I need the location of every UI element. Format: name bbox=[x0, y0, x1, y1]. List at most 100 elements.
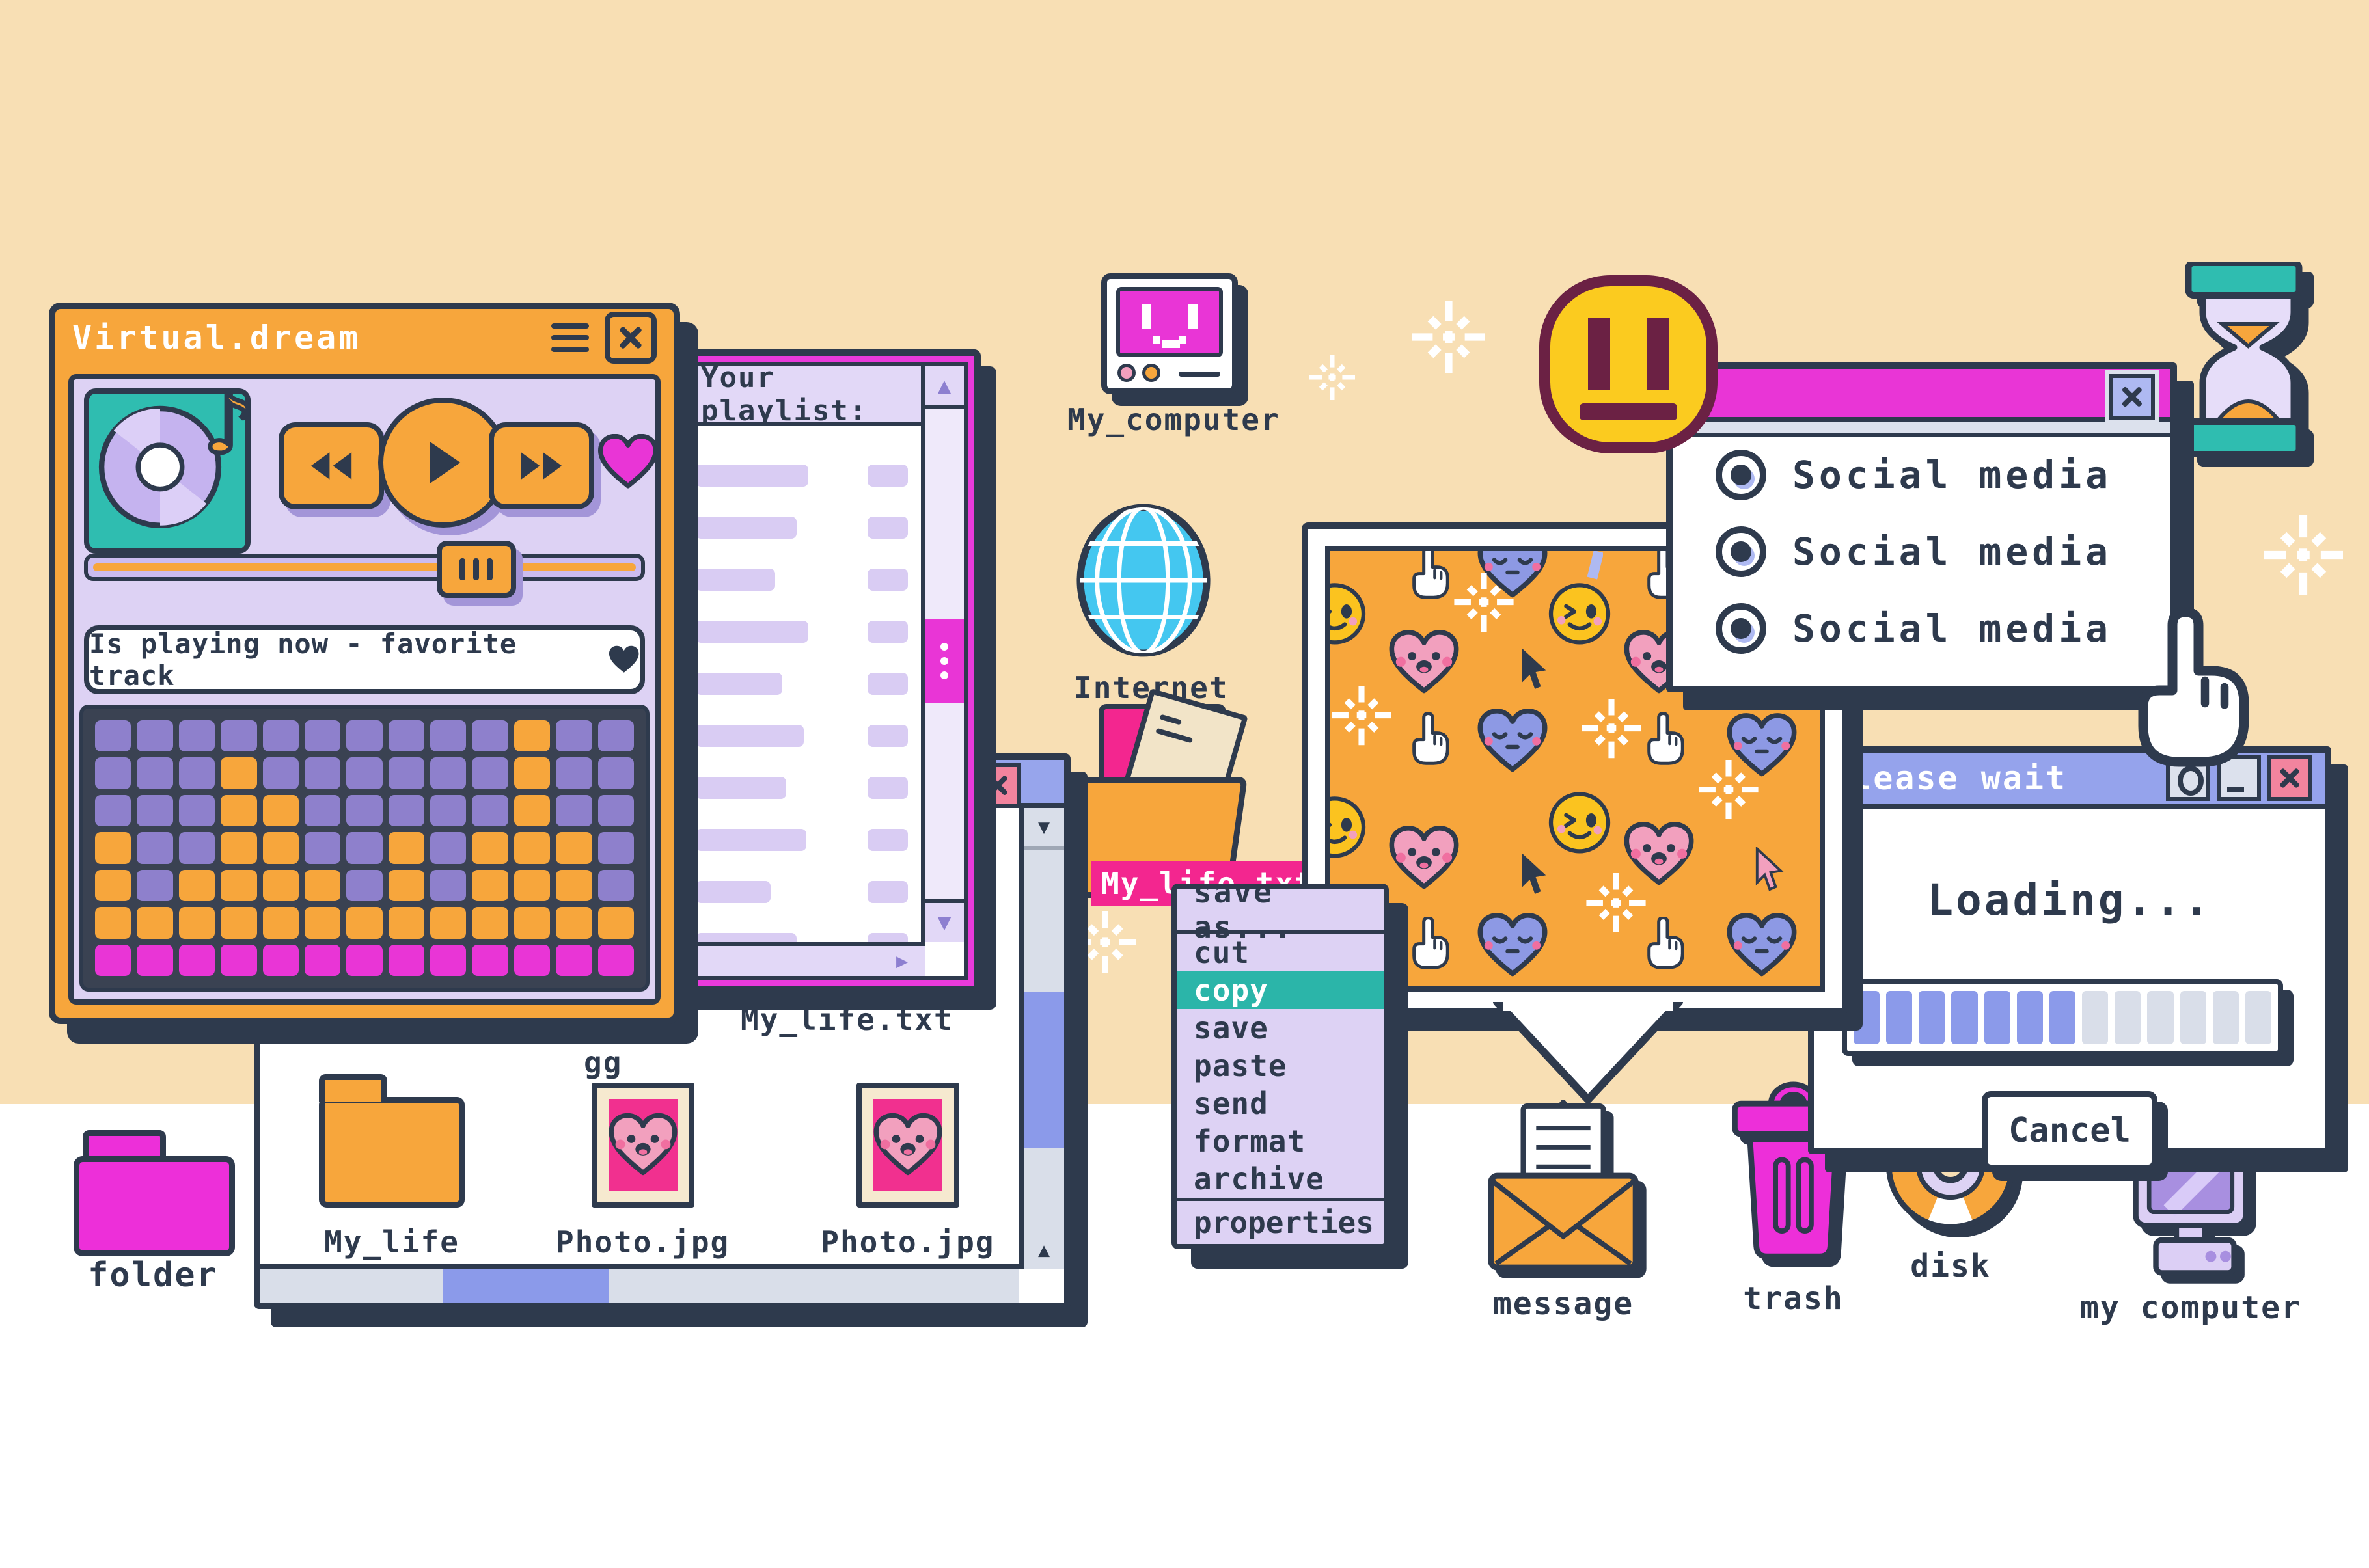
message-icon[interactable]: message bbox=[1485, 1098, 1641, 1322]
equalizer-cell bbox=[221, 907, 257, 939]
equalizer-cell bbox=[597, 869, 634, 902]
menu-icon[interactable] bbox=[551, 323, 589, 352]
seek-slider[interactable] bbox=[84, 541, 645, 598]
equalizer-cell bbox=[137, 907, 173, 939]
vertical-scrollbar[interactable]: ▼ ▲ bbox=[1019, 808, 1064, 1269]
slider-handle[interactable] bbox=[436, 541, 516, 598]
cd-disc-icon bbox=[98, 405, 222, 528]
icon-label[interactable]: my computer bbox=[2080, 1290, 2301, 1326]
open-folder-documents-icon[interactable] bbox=[1057, 688, 1248, 912]
menu-item-cut[interactable]: cut bbox=[1194, 935, 1250, 970]
menu-item-paste[interactable]: paste bbox=[1194, 1048, 1287, 1083]
track-duration-bar bbox=[868, 517, 908, 539]
file-label[interactable]: Photo.jpg bbox=[821, 1224, 995, 1260]
hourglass-icon bbox=[2182, 260, 2315, 457]
horizontal-scrollbar[interactable] bbox=[260, 1264, 1019, 1303]
scroll-up-arrow-icon[interactable]: ▲ bbox=[1024, 1231, 1064, 1269]
file-label[interactable]: Photo.jpg bbox=[556, 1224, 730, 1260]
track-duration-bar bbox=[868, 621, 908, 643]
wait-title: Please wait bbox=[1830, 759, 2068, 797]
folder-label[interactable]: folder bbox=[88, 1256, 218, 1295]
sparkle-icon bbox=[1412, 301, 1485, 373]
my-computer-icon[interactable] bbox=[1101, 273, 1238, 394]
social-media-option-1[interactable]: Social media bbox=[1673, 437, 2170, 513]
playlist-horizontal-scrollbar[interactable]: ▶ bbox=[679, 942, 925, 976]
equalizer-cell bbox=[472, 794, 508, 827]
previous-track-button[interactable] bbox=[279, 422, 384, 509]
sparkle-icon bbox=[1580, 699, 1643, 759]
equalizer-cell bbox=[514, 720, 551, 752]
track-duration-bar bbox=[868, 881, 908, 903]
equalizer-cell bbox=[472, 907, 508, 939]
track-duration-bar bbox=[868, 569, 908, 591]
file-item-my-life[interactable]: My_life bbox=[319, 1064, 465, 1260]
equalizer-cell bbox=[304, 720, 341, 752]
radio-button-icon[interactable] bbox=[1716, 526, 1766, 577]
track-duration-bar bbox=[868, 673, 908, 695]
equalizer-cell bbox=[221, 869, 257, 902]
playlist-scrollbar[interactable]: ▲ ▼ bbox=[921, 366, 964, 942]
equalizer-cell bbox=[178, 907, 215, 939]
icon-label[interactable]: message bbox=[1492, 1286, 1634, 1322]
close-button[interactable] bbox=[974, 763, 1021, 808]
file-label-my-life-txt[interactable]: My_life.txt bbox=[741, 1002, 953, 1037]
scrollbar-thumb[interactable] bbox=[925, 619, 964, 703]
file-item-photo-jpg[interactable]: Photo.jpg bbox=[821, 1064, 994, 1260]
radio-button-icon[interactable] bbox=[1716, 603, 1766, 654]
icon-label[interactable]: trash bbox=[1743, 1280, 1844, 1317]
internet-globe-icon[interactable] bbox=[1073, 500, 1214, 661]
menu-item-save[interactable]: save bbox=[1194, 1010, 1268, 1046]
social-media-option-3[interactable]: Social media bbox=[1673, 590, 2170, 667]
social-title-bar[interactable] bbox=[1673, 369, 2170, 422]
playlist-track-row[interactable] bbox=[696, 502, 908, 554]
playlist-track-row[interactable] bbox=[696, 814, 908, 866]
scrollbar-thumb[interactable] bbox=[1024, 992, 1064, 1149]
cancel-button[interactable]: Cancel bbox=[1982, 1091, 2157, 1170]
file-item-photo-jpg[interactable]: Photo.jpg bbox=[556, 1064, 730, 1260]
equalizer-cell bbox=[514, 944, 551, 976]
equalizer-cell bbox=[430, 794, 467, 827]
menu-item-archive[interactable]: archive bbox=[1194, 1161, 1324, 1196]
equalizer-cell bbox=[430, 869, 467, 902]
menu-item-properties[interactable]: properties bbox=[1177, 1198, 1384, 1244]
equalizer-cell bbox=[262, 869, 299, 902]
menu-item-format[interactable]: format bbox=[1194, 1124, 1306, 1159]
icon-label[interactable]: disk bbox=[1910, 1248, 1991, 1284]
play-button[interactable] bbox=[378, 398, 508, 528]
blue-heart-emoji-icon bbox=[1727, 712, 1797, 779]
scroll-up-arrow-icon[interactable]: ▲ bbox=[925, 366, 964, 409]
menu-item-copy[interactable]: copy bbox=[1177, 971, 1384, 1009]
playlist-track-row[interactable] bbox=[696, 658, 908, 710]
equalizer-cell bbox=[304, 869, 341, 902]
progress-segment bbox=[2082, 991, 2109, 1044]
wait-title-bar[interactable]: Please wait bbox=[1814, 753, 2325, 809]
progress-segment bbox=[2016, 991, 2043, 1044]
social-media-option-2[interactable]: Social media bbox=[1673, 513, 2170, 590]
playlist-track-row[interactable] bbox=[696, 450, 908, 502]
my-computer-label[interactable]: My_computer bbox=[1067, 402, 1280, 437]
scroll-down-arrow-icon[interactable]: ▼ bbox=[1024, 808, 1064, 850]
clipped-file-label[interactable]: gg bbox=[584, 1045, 623, 1080]
folder-icon[interactable] bbox=[74, 1130, 235, 1256]
playlist-track-row[interactable] bbox=[696, 606, 908, 658]
radio-button-icon[interactable] bbox=[1716, 450, 1766, 500]
cancel-label: Cancel bbox=[2008, 1111, 2131, 1150]
close-button[interactable] bbox=[605, 312, 657, 364]
equalizer-cell bbox=[221, 944, 257, 976]
playlist-track-row[interactable] bbox=[696, 710, 908, 762]
internet-label[interactable]: Internet bbox=[1074, 670, 1229, 705]
playlist-track-row[interactable] bbox=[696, 554, 908, 606]
file-label[interactable]: My_life bbox=[324, 1224, 459, 1260]
close-button[interactable] bbox=[2109, 374, 2155, 420]
next-track-button[interactable] bbox=[489, 422, 594, 509]
close-button[interactable] bbox=[2267, 755, 2312, 801]
scrollbar-thumb[interactable] bbox=[442, 1269, 609, 1303]
playlist-track-row[interactable] bbox=[696, 762, 908, 814]
scroll-down-arrow-icon[interactable]: ▼ bbox=[925, 899, 964, 942]
track-title-bar bbox=[696, 517, 797, 539]
favorite-heart-button[interactable] bbox=[598, 433, 658, 490]
player-title-bar[interactable]: Virtual.dream bbox=[55, 309, 674, 366]
minimize-button[interactable] bbox=[2217, 755, 2261, 801]
playlist-track-row[interactable] bbox=[696, 866, 908, 918]
menu-item-send[interactable]: send bbox=[1194, 1086, 1268, 1121]
